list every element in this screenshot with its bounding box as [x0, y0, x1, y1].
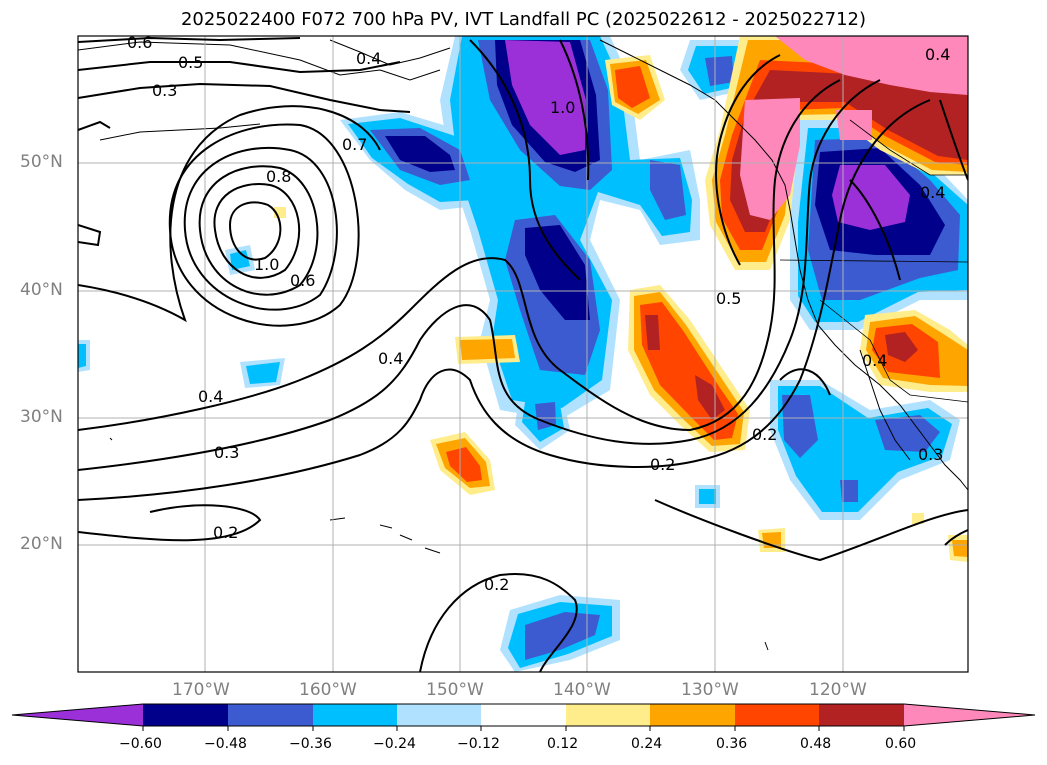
colorbar-segment — [313, 704, 397, 726]
contour-label: 0.3 — [918, 445, 943, 464]
lon-label: 170°W — [172, 680, 230, 700]
contour-label: 0.4 — [198, 387, 223, 406]
pink-regions — [740, 36, 968, 220]
contour-label: 0.5 — [178, 53, 203, 72]
lat-label: 40°N — [20, 280, 63, 300]
contour-label: 0.7 — [342, 135, 367, 154]
contour-label: 0.2 — [213, 523, 238, 542]
colorbar-tick-label: −0.60 — [119, 736, 162, 752]
contour-label: 0.3 — [152, 81, 177, 100]
colorbar-segment — [650, 704, 735, 726]
colorbar-tick-label: 0.24 — [631, 736, 663, 752]
lon-label: 140°W — [553, 680, 611, 700]
lon-label: 160°W — [299, 680, 357, 700]
contour-label: 0.4 — [862, 351, 887, 370]
contour-label: 0.2 — [650, 455, 675, 474]
lat-label: 50°N — [20, 152, 63, 172]
colorbar-tick-label: −0.48 — [204, 736, 247, 752]
contour-label: 0.3 — [214, 443, 239, 462]
graticule — [78, 36, 968, 672]
contour-label: 0.8 — [266, 167, 291, 186]
colorbar-tick-label: −0.12 — [457, 736, 500, 752]
colorbar-tick-label: −0.24 — [373, 736, 416, 752]
colorbar-tick-label: 0.36 — [716, 736, 748, 752]
contour-label: 0.2 — [752, 425, 777, 444]
colorbar-segment — [397, 704, 481, 726]
colorbar-extend-low — [12, 704, 143, 726]
contour-label: 0.5 — [716, 289, 741, 308]
shaded-anomaly-layer — [78, 36, 968, 672]
colorbar-ticks — [142, 726, 905, 731]
colorbar-segment — [735, 704, 819, 726]
coastlines — [78, 39, 968, 651]
map-frame — [77, 35, 969, 673]
contour-label: 0.6 — [127, 33, 152, 52]
map-title: 2025022400 F072 700 hPa PV, IVT Landfall… — [180, 9, 867, 30]
contour-label: 0.2 — [484, 575, 509, 594]
colorbar-segment — [481, 704, 566, 726]
colorbar-segment — [566, 704, 650, 726]
lon-label: 120°W — [809, 680, 867, 700]
colorbar-tick-label: 0.48 — [800, 736, 832, 752]
contour-label: 1.0 — [254, 255, 279, 274]
colorbar-tick-label: 0.60 — [885, 736, 917, 752]
colorbar-extend-high — [904, 704, 1035, 726]
colorbar-segment — [228, 704, 313, 726]
lon-label: 150°W — [426, 680, 484, 700]
contour-label: 0.6 — [290, 271, 315, 290]
contour-label: 0.4 — [925, 45, 950, 64]
lat-label: 30°N — [20, 407, 63, 427]
colorbar — [11, 703, 1036, 731]
contour-label: 0.4 — [378, 349, 403, 368]
colorbar-tick-label: −0.36 — [289, 736, 332, 752]
colorbar-segment — [819, 704, 904, 726]
colorbar-tick-label: 0.12 — [547, 736, 579, 752]
contour-label-group: 0.6 0.5 0.3 0.4 0.7 0.8 1.0 0.6 1.0 0.4 … — [127, 33, 950, 594]
contour-label: 0.4 — [920, 183, 945, 202]
lon-label: 130°W — [681, 680, 739, 700]
colorbar-segment — [143, 704, 228, 726]
contour-label: 0.4 — [356, 49, 381, 68]
pv-contours — [78, 36, 968, 672]
contour-label: 1.0 — [550, 98, 575, 117]
lat-label: 20°N — [20, 534, 63, 554]
